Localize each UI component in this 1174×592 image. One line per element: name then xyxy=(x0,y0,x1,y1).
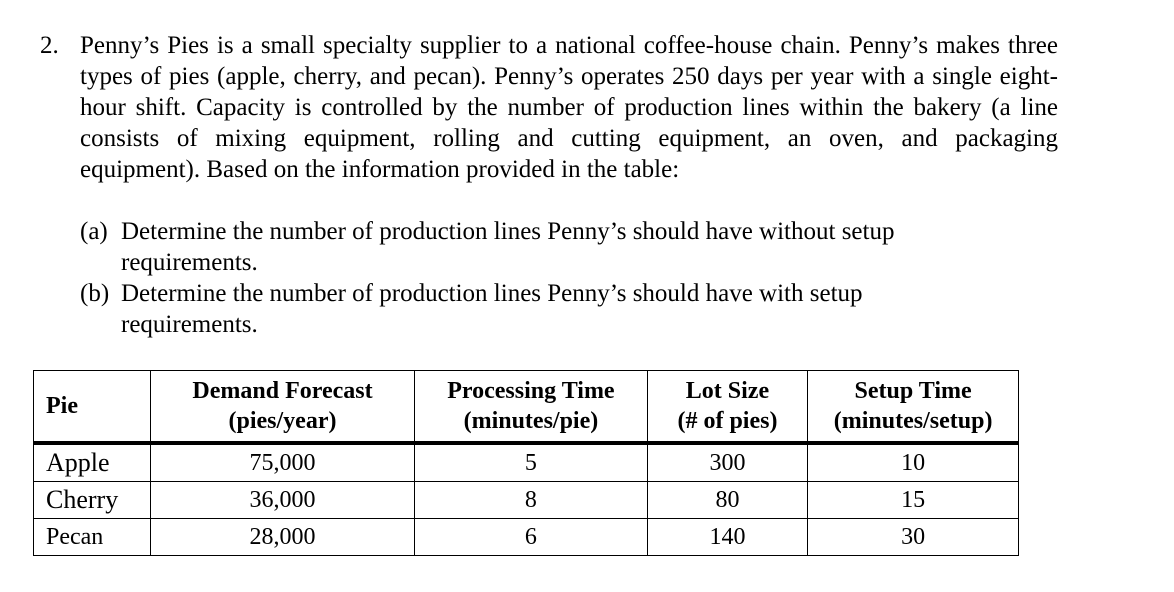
part-b-text: Determine the number of production lines… xyxy=(121,280,863,338)
problem-text: Penny’s Pies is a small specialty suppli… xyxy=(80,32,1058,183)
problem-number: 2. xyxy=(40,32,59,59)
header-pie: Pie xyxy=(33,370,151,445)
part-b-label: (b) xyxy=(80,280,110,307)
header-demand-forecast: Demand Forecast (pies/year) xyxy=(149,370,416,445)
part-a-text: Determine the number of production lines… xyxy=(121,218,895,276)
cell-setup: 10 xyxy=(807,442,1019,482)
cell-demand: 36,000 xyxy=(149,481,416,519)
header-setup-time: Setup Time (minutes/setup) xyxy=(807,370,1019,445)
pie-data-table: Pie Demand Forecast (pies/year) Processi… xyxy=(33,370,1019,556)
cell-lot: 140 xyxy=(646,518,809,556)
table-row: Apple 75,000 5 300 10 xyxy=(33,442,1019,482)
cell-pie: Pecan xyxy=(33,518,151,556)
cell-lot: 80 xyxy=(646,481,809,519)
cell-processing: 8 xyxy=(414,481,648,519)
table-row: Cherry 36,000 8 80 15 xyxy=(33,481,1019,519)
cell-lot: 300 xyxy=(646,442,809,482)
question-part-a: (a) Determine the number of production l… xyxy=(80,216,980,278)
cell-processing: 5 xyxy=(414,442,648,482)
cell-demand: 75,000 xyxy=(149,442,416,482)
part-a-label: (a) xyxy=(80,218,108,245)
question-parts: (a) Determine the number of production l… xyxy=(80,216,980,340)
header-lot-size: Lot Size (# of pies) xyxy=(646,370,809,445)
table-header-row: Pie Demand Forecast (pies/year) Processi… xyxy=(33,370,1019,445)
header-processing-time: Processing Time (minutes/pie) xyxy=(414,370,648,445)
cell-setup: 30 xyxy=(807,518,1019,556)
table-row: Pecan 28,000 6 140 30 xyxy=(33,518,1019,556)
cell-demand: 28,000 xyxy=(149,518,416,556)
cell-pie: Apple xyxy=(33,442,151,482)
cell-processing: 6 xyxy=(414,518,648,556)
cell-pie: Cherry xyxy=(33,481,151,519)
cell-setup: 15 xyxy=(807,481,1019,519)
question-part-b: (b) Determine the number of production l… xyxy=(80,278,980,340)
